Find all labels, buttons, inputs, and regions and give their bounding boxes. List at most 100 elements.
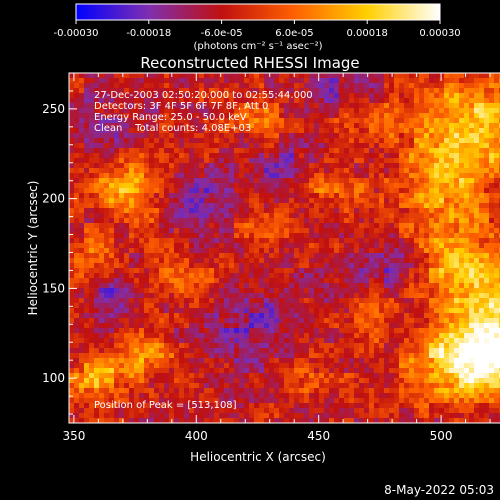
- heatmap-cell: [119, 333, 125, 339]
- heatmap-cell: [259, 318, 265, 324]
- heatmap-cell: [139, 268, 145, 274]
- heatmap-cell: [489, 173, 495, 179]
- heatmap-cell: [219, 123, 225, 129]
- heatmap-cell: [149, 238, 155, 244]
- heatmap-cell: [274, 293, 280, 299]
- heatmap-cell: [494, 148, 500, 154]
- heatmap-cell: [239, 113, 245, 119]
- heatmap-cell: [389, 183, 395, 189]
- heatmap-cell: [314, 303, 320, 309]
- heatmap-cell: [404, 98, 410, 104]
- heatmap-cell: [309, 333, 315, 339]
- heatmap-cell: [264, 248, 270, 254]
- heatmap-cell: [164, 118, 170, 124]
- heatmap-cell: [319, 188, 325, 194]
- heatmap-cell: [269, 88, 275, 94]
- heatmap-cell: [159, 313, 165, 319]
- heatmap-cell: [184, 208, 190, 214]
- heatmap-cell: [464, 203, 470, 209]
- heatmap-cell: [414, 78, 420, 84]
- heatmap-cell: [309, 118, 315, 124]
- heatmap-cell: [319, 103, 325, 109]
- heatmap-cell: [264, 303, 270, 309]
- heatmap-cell: [109, 133, 115, 139]
- heatmap-cell: [349, 143, 355, 149]
- heatmap-cell: [294, 258, 300, 264]
- heatmap-cell: [464, 193, 470, 199]
- heatmap-cell: [99, 278, 105, 284]
- heatmap-cell: [484, 248, 490, 254]
- heatmap-cell: [144, 193, 150, 199]
- heatmap-cell: [489, 218, 495, 224]
- heatmap-cell: [289, 293, 295, 299]
- heatmap-cell: [214, 103, 220, 109]
- heatmap-cell: [239, 153, 245, 159]
- heatmap-cell: [464, 188, 470, 194]
- heatmap-cell: [304, 318, 310, 324]
- heatmap-cell: [429, 218, 435, 224]
- heatmap-cell: [224, 243, 230, 249]
- heatmap-cell: [344, 288, 350, 294]
- heatmap-cell: [139, 78, 145, 84]
- heatmap-cell: [434, 148, 440, 154]
- heatmap-cell: [374, 118, 380, 124]
- heatmap-cell: [394, 83, 400, 89]
- heatmap-cell: [159, 163, 165, 169]
- heatmap-cell: [179, 288, 185, 294]
- heatmap-cell: [219, 168, 225, 174]
- heatmap-cell: [279, 98, 285, 104]
- heatmap-cell: [389, 208, 395, 214]
- heatmap-cell: [494, 293, 500, 299]
- heatmap-cell: [409, 278, 415, 284]
- heatmap-cell: [259, 323, 265, 329]
- heatmap-cell: [209, 198, 215, 204]
- heatmap-cell: [154, 213, 160, 219]
- heatmap-cell: [294, 313, 300, 319]
- heatmap-cell: [459, 118, 465, 124]
- heatmap-cell: [209, 153, 215, 159]
- heatmap-cell: [424, 93, 430, 99]
- heatmap-cell: [164, 243, 170, 249]
- heatmap-cell: [84, 273, 90, 279]
- heatmap-cell: [144, 153, 150, 159]
- heatmap-cell: [134, 73, 140, 79]
- heatmap-cell: [244, 208, 250, 214]
- heatmap-cell: [224, 93, 230, 99]
- heatmap-cell: [274, 238, 280, 244]
- heatmap-cell: [184, 203, 190, 209]
- heatmap-cell: [284, 108, 290, 114]
- heatmap-cell: [464, 298, 470, 304]
- heatmap-cell: [214, 228, 220, 234]
- heatmap-cell: [399, 248, 405, 254]
- heatmap-cell: [274, 218, 280, 224]
- heatmap-cell: [169, 238, 175, 244]
- heatmap-cell: [474, 318, 480, 324]
- heatmap-cell: [274, 178, 280, 184]
- heatmap-cell: [204, 248, 210, 254]
- heatmap-cell: [254, 273, 260, 279]
- heatmap-cell: [219, 293, 225, 299]
- heatmap-cell: [339, 93, 345, 99]
- heatmap-cell: [484, 193, 490, 199]
- heatmap-cell: [479, 188, 485, 194]
- heatmap-cell: [329, 238, 335, 244]
- heatmap-cell: [114, 138, 120, 144]
- heatmap-cell: [459, 293, 465, 299]
- heatmap-cell: [174, 118, 180, 124]
- heatmap-cell: [279, 203, 285, 209]
- heatmap-cell: [224, 323, 230, 329]
- heatmap-cell: [129, 283, 135, 289]
- heatmap-cell: [244, 308, 250, 314]
- heatmap-cell: [219, 83, 225, 89]
- heatmap-cell: [349, 213, 355, 219]
- heatmap-cell: [364, 198, 370, 204]
- heatmap-cell: [259, 188, 265, 194]
- heatmap-cell: [129, 163, 135, 169]
- heatmap-cell: [294, 208, 300, 214]
- heatmap-cell: [169, 263, 175, 269]
- heatmap-cell: [229, 333, 235, 339]
- heatmap-cell: [264, 168, 270, 174]
- heatmap-cell: [379, 88, 385, 94]
- heatmap-cell: [394, 248, 400, 254]
- heatmap-cell: [164, 273, 170, 279]
